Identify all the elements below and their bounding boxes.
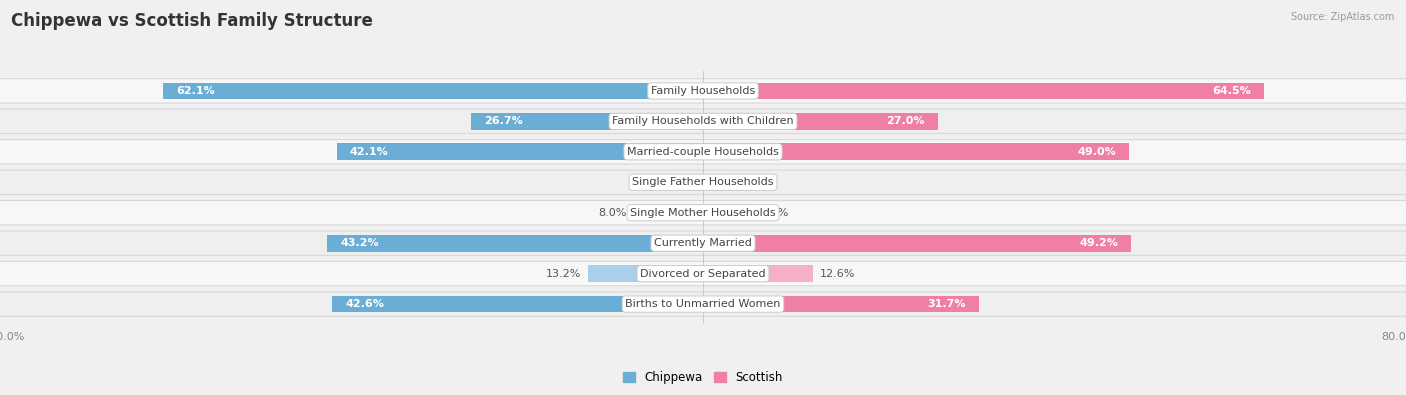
Bar (703, 296, 979, 312)
Text: Family Households with Children: Family Households with Children (612, 117, 794, 126)
Text: Married-couple Households: Married-couple Households (627, 147, 779, 157)
FancyBboxPatch shape (0, 109, 1406, 134)
Text: 13.2%: 13.2% (546, 269, 581, 278)
Text: Source: ZipAtlas.com: Source: ZipAtlas.com (1291, 12, 1395, 22)
Text: Single Mother Households: Single Mother Households (630, 208, 776, 218)
Bar (633, 204, 703, 221)
Text: Single Father Households: Single Father Households (633, 177, 773, 187)
Bar (703, 143, 1129, 160)
Text: 2.3%: 2.3% (730, 177, 758, 187)
FancyBboxPatch shape (0, 139, 1406, 164)
Legend: Chippewa, Scottish: Chippewa, Scottish (619, 366, 787, 389)
Bar (703, 235, 1130, 252)
Text: Family Households: Family Households (651, 86, 755, 96)
Text: 3.1%: 3.1% (641, 177, 669, 187)
Text: 26.7%: 26.7% (484, 117, 523, 126)
FancyBboxPatch shape (0, 261, 1406, 286)
Text: 42.1%: 42.1% (350, 147, 388, 157)
Text: 62.1%: 62.1% (176, 86, 215, 96)
Bar (337, 143, 703, 160)
Text: 43.2%: 43.2% (340, 238, 378, 248)
Text: 64.5%: 64.5% (1212, 86, 1251, 96)
Bar (703, 204, 754, 221)
Bar (328, 235, 703, 252)
Text: 12.6%: 12.6% (820, 269, 855, 278)
FancyBboxPatch shape (0, 231, 1406, 256)
Text: Divorced or Separated: Divorced or Separated (640, 269, 766, 278)
Bar (703, 265, 813, 282)
Text: Chippewa vs Scottish Family Structure: Chippewa vs Scottish Family Structure (11, 12, 373, 30)
Text: 8.0%: 8.0% (598, 208, 627, 218)
Bar (163, 83, 703, 99)
Bar (703, 113, 938, 130)
Bar (703, 83, 1264, 99)
Text: 31.7%: 31.7% (927, 299, 966, 309)
Text: 42.6%: 42.6% (346, 299, 384, 309)
FancyBboxPatch shape (0, 292, 1406, 316)
Text: 27.0%: 27.0% (886, 117, 925, 126)
Text: 5.8%: 5.8% (761, 208, 789, 218)
Bar (588, 265, 703, 282)
Bar (703, 174, 723, 191)
FancyBboxPatch shape (0, 170, 1406, 194)
Text: 49.0%: 49.0% (1077, 147, 1116, 157)
Bar (676, 174, 703, 191)
Text: Currently Married: Currently Married (654, 238, 752, 248)
Text: Births to Unmarried Women: Births to Unmarried Women (626, 299, 780, 309)
Bar (471, 113, 703, 130)
Text: 49.2%: 49.2% (1078, 238, 1118, 248)
FancyBboxPatch shape (0, 79, 1406, 103)
Bar (332, 296, 703, 312)
FancyBboxPatch shape (0, 201, 1406, 225)
